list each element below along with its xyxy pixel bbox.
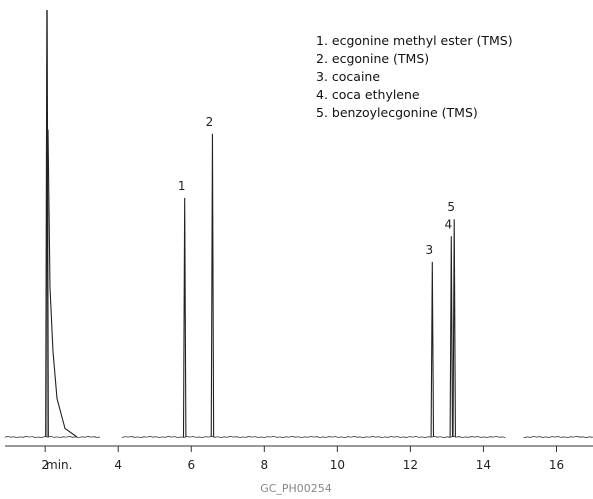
baseline-segment-3 (121, 435, 506, 439)
chromatogram-trace (4, 9, 593, 439)
peak-label-4: 4 (444, 217, 452, 231)
solvent-peak-tail (47, 129, 78, 438)
legend-entry-3: 3. cocaine (316, 69, 380, 84)
legend-entry-1: 1. ecgonine methyl ester (TMS) (316, 33, 513, 48)
legend-entry-4: 4. coca ethylene (316, 87, 420, 102)
peak-3 (430, 261, 435, 438)
x-tick-label-16: 16 (549, 458, 564, 472)
figure-code: GC_PH00254 (260, 482, 332, 495)
x-tick-label-14: 14 (476, 458, 491, 472)
peak-labels: 1 2 34 5 (178, 115, 455, 257)
peak-label-5: 5 (447, 200, 455, 214)
peak-5 (452, 219, 456, 438)
legend: 1. ecgonine methyl ester (TMS) 2. ecgonin… (316, 33, 513, 120)
x-tick-label-4: 4 (114, 458, 122, 472)
x-tick-label-8: 8 (260, 458, 268, 472)
baseline-segment-4 (523, 435, 593, 439)
peak-label-1: 1 (178, 179, 186, 193)
legend-entry-2: 2. ecgonine (TMS) (316, 51, 429, 66)
peak-4 (449, 236, 454, 438)
peak-1 (182, 197, 187, 438)
x-axis-unit-label: min. (46, 458, 72, 472)
peak-solvent (45, 9, 49, 438)
x-tick-label-2: 2 (41, 458, 49, 472)
peak-2 (210, 133, 215, 438)
x-tick-label-12: 12 (403, 458, 418, 472)
baseline-segment-1 (4, 436, 58, 438)
x-axis-ticks: 2 4 6 8 10 12 14 16 (41, 446, 564, 472)
legend-entry-5: 5. benzoylecgonine (TMS) (316, 105, 478, 120)
peak-label-3: 3 (425, 243, 433, 257)
peak-label-2: 2 (206, 115, 214, 129)
x-tick-label-10: 10 (330, 458, 345, 472)
x-tick-label-6: 6 (187, 458, 195, 472)
baseline-segment-2 (57, 436, 101, 438)
